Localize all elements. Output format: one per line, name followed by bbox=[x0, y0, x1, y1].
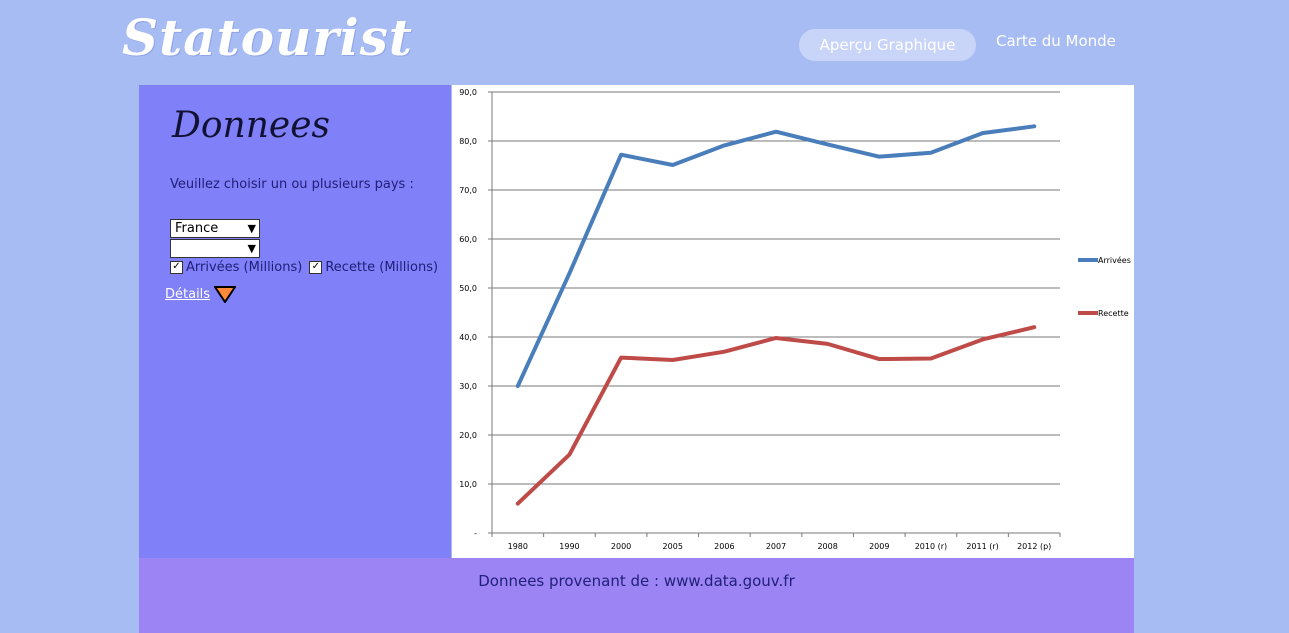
country-select-1[interactable]: France ▼ bbox=[170, 219, 260, 238]
y-tick-label: 10,0 bbox=[459, 480, 477, 489]
country-select-1-value: France bbox=[175, 221, 219, 236]
series-line-recette bbox=[515, 325, 1037, 506]
data-point bbox=[774, 130, 778, 134]
data-point bbox=[516, 502, 520, 506]
data-point bbox=[1032, 124, 1036, 128]
series-checkboxes: ✓ Arrivées (Millions) ✓ Recette (Million… bbox=[170, 260, 438, 275]
chevron-down-icon: ▼ bbox=[247, 242, 256, 255]
arrivees-checkbox[interactable]: ✓ bbox=[170, 261, 183, 274]
data-point bbox=[877, 357, 881, 361]
y-tick-label: 20,0 bbox=[459, 431, 477, 440]
y-tick-label: 80,0 bbox=[459, 137, 477, 146]
y-tick-label: 60,0 bbox=[459, 235, 477, 244]
x-tick-label: 2011 (r) bbox=[966, 542, 998, 551]
x-tick-label: 1980 bbox=[508, 542, 528, 551]
panel-title: Donnees bbox=[172, 105, 330, 146]
line-chart: - 10,0 20,0 30,0 40,0 50,0 60,0 70,0 80,0 90,0 19… bbox=[459, 88, 1131, 551]
arrivees-checkbox-label: Arrivées (Millions) bbox=[186, 260, 303, 275]
data-point bbox=[929, 151, 933, 155]
y-tick-label: 50,0 bbox=[459, 284, 477, 293]
data-point bbox=[671, 163, 675, 167]
chevron-down-icon: ▼ bbox=[247, 222, 256, 235]
nav-apercu-graphique[interactable]: Aperçu Graphique bbox=[799, 29, 976, 61]
y-tick-label: 30,0 bbox=[459, 382, 477, 391]
x-tick-label: 2012 (p) bbox=[1017, 542, 1051, 551]
x-tick-label: 1990 bbox=[559, 542, 579, 551]
data-point bbox=[619, 153, 623, 157]
y-tick-label: 40,0 bbox=[459, 333, 477, 342]
country-prompt: Veuillez choisir un ou plusieurs pays : bbox=[170, 177, 414, 192]
data-panel: Donnees Veuillez choisir un ou plusieurs… bbox=[139, 85, 451, 558]
x-tick-label: 2000 bbox=[611, 542, 631, 551]
footer: Donnees provenant de : www.data.gouv.fr bbox=[139, 558, 1134, 633]
nav-carte-du-monde[interactable]: Carte du Monde bbox=[996, 32, 1116, 50]
details-link[interactable]: Détails bbox=[165, 285, 237, 303]
y-tick-label: 70,0 bbox=[459, 186, 477, 195]
x-tick-label: 2005 bbox=[663, 542, 683, 551]
country-select-2[interactable]: ▼ bbox=[170, 239, 260, 258]
data-point bbox=[671, 358, 675, 362]
data-point bbox=[1032, 325, 1036, 329]
data-point bbox=[516, 384, 520, 388]
y-tick-label: 90,0 bbox=[459, 88, 477, 97]
data-point bbox=[722, 350, 726, 354]
data-point bbox=[981, 337, 985, 341]
recette-checkbox-label: Recette (Millions) bbox=[325, 260, 439, 275]
data-point bbox=[567, 453, 571, 457]
chart-panel: - 10,0 20,0 30,0 40,0 50,0 60,0 70,0 80,0 90,0 19… bbox=[452, 85, 1134, 558]
x-tick-label: 2010 (r) bbox=[915, 542, 947, 551]
data-point bbox=[826, 342, 830, 346]
legend-label: Recette bbox=[1098, 309, 1129, 318]
data-point bbox=[774, 336, 778, 340]
x-tick-label: 2007 bbox=[766, 542, 786, 551]
data-point bbox=[619, 356, 623, 360]
expand-triangle-icon[interactable] bbox=[214, 285, 237, 303]
y-tick-label: - bbox=[474, 529, 477, 538]
app-logo[interactable]: Statourist bbox=[122, 8, 413, 67]
data-point bbox=[981, 131, 985, 135]
details-link-label[interactable]: Détails bbox=[165, 286, 211, 302]
x-tick-label: 2009 bbox=[869, 542, 889, 551]
data-point bbox=[877, 155, 881, 159]
data-source-note: Donnees provenant de : www.data.gouv.fr bbox=[478, 572, 795, 590]
data-point bbox=[567, 271, 571, 275]
legend-label: Arrivées bbox=[1098, 255, 1131, 265]
x-tick-label: 2006 bbox=[714, 542, 734, 551]
x-tick-label: 2008 bbox=[817, 542, 837, 551]
data-point bbox=[826, 142, 830, 146]
data-point bbox=[929, 357, 933, 361]
recette-checkbox[interactable]: ✓ bbox=[309, 261, 323, 274]
data-point bbox=[722, 143, 726, 147]
